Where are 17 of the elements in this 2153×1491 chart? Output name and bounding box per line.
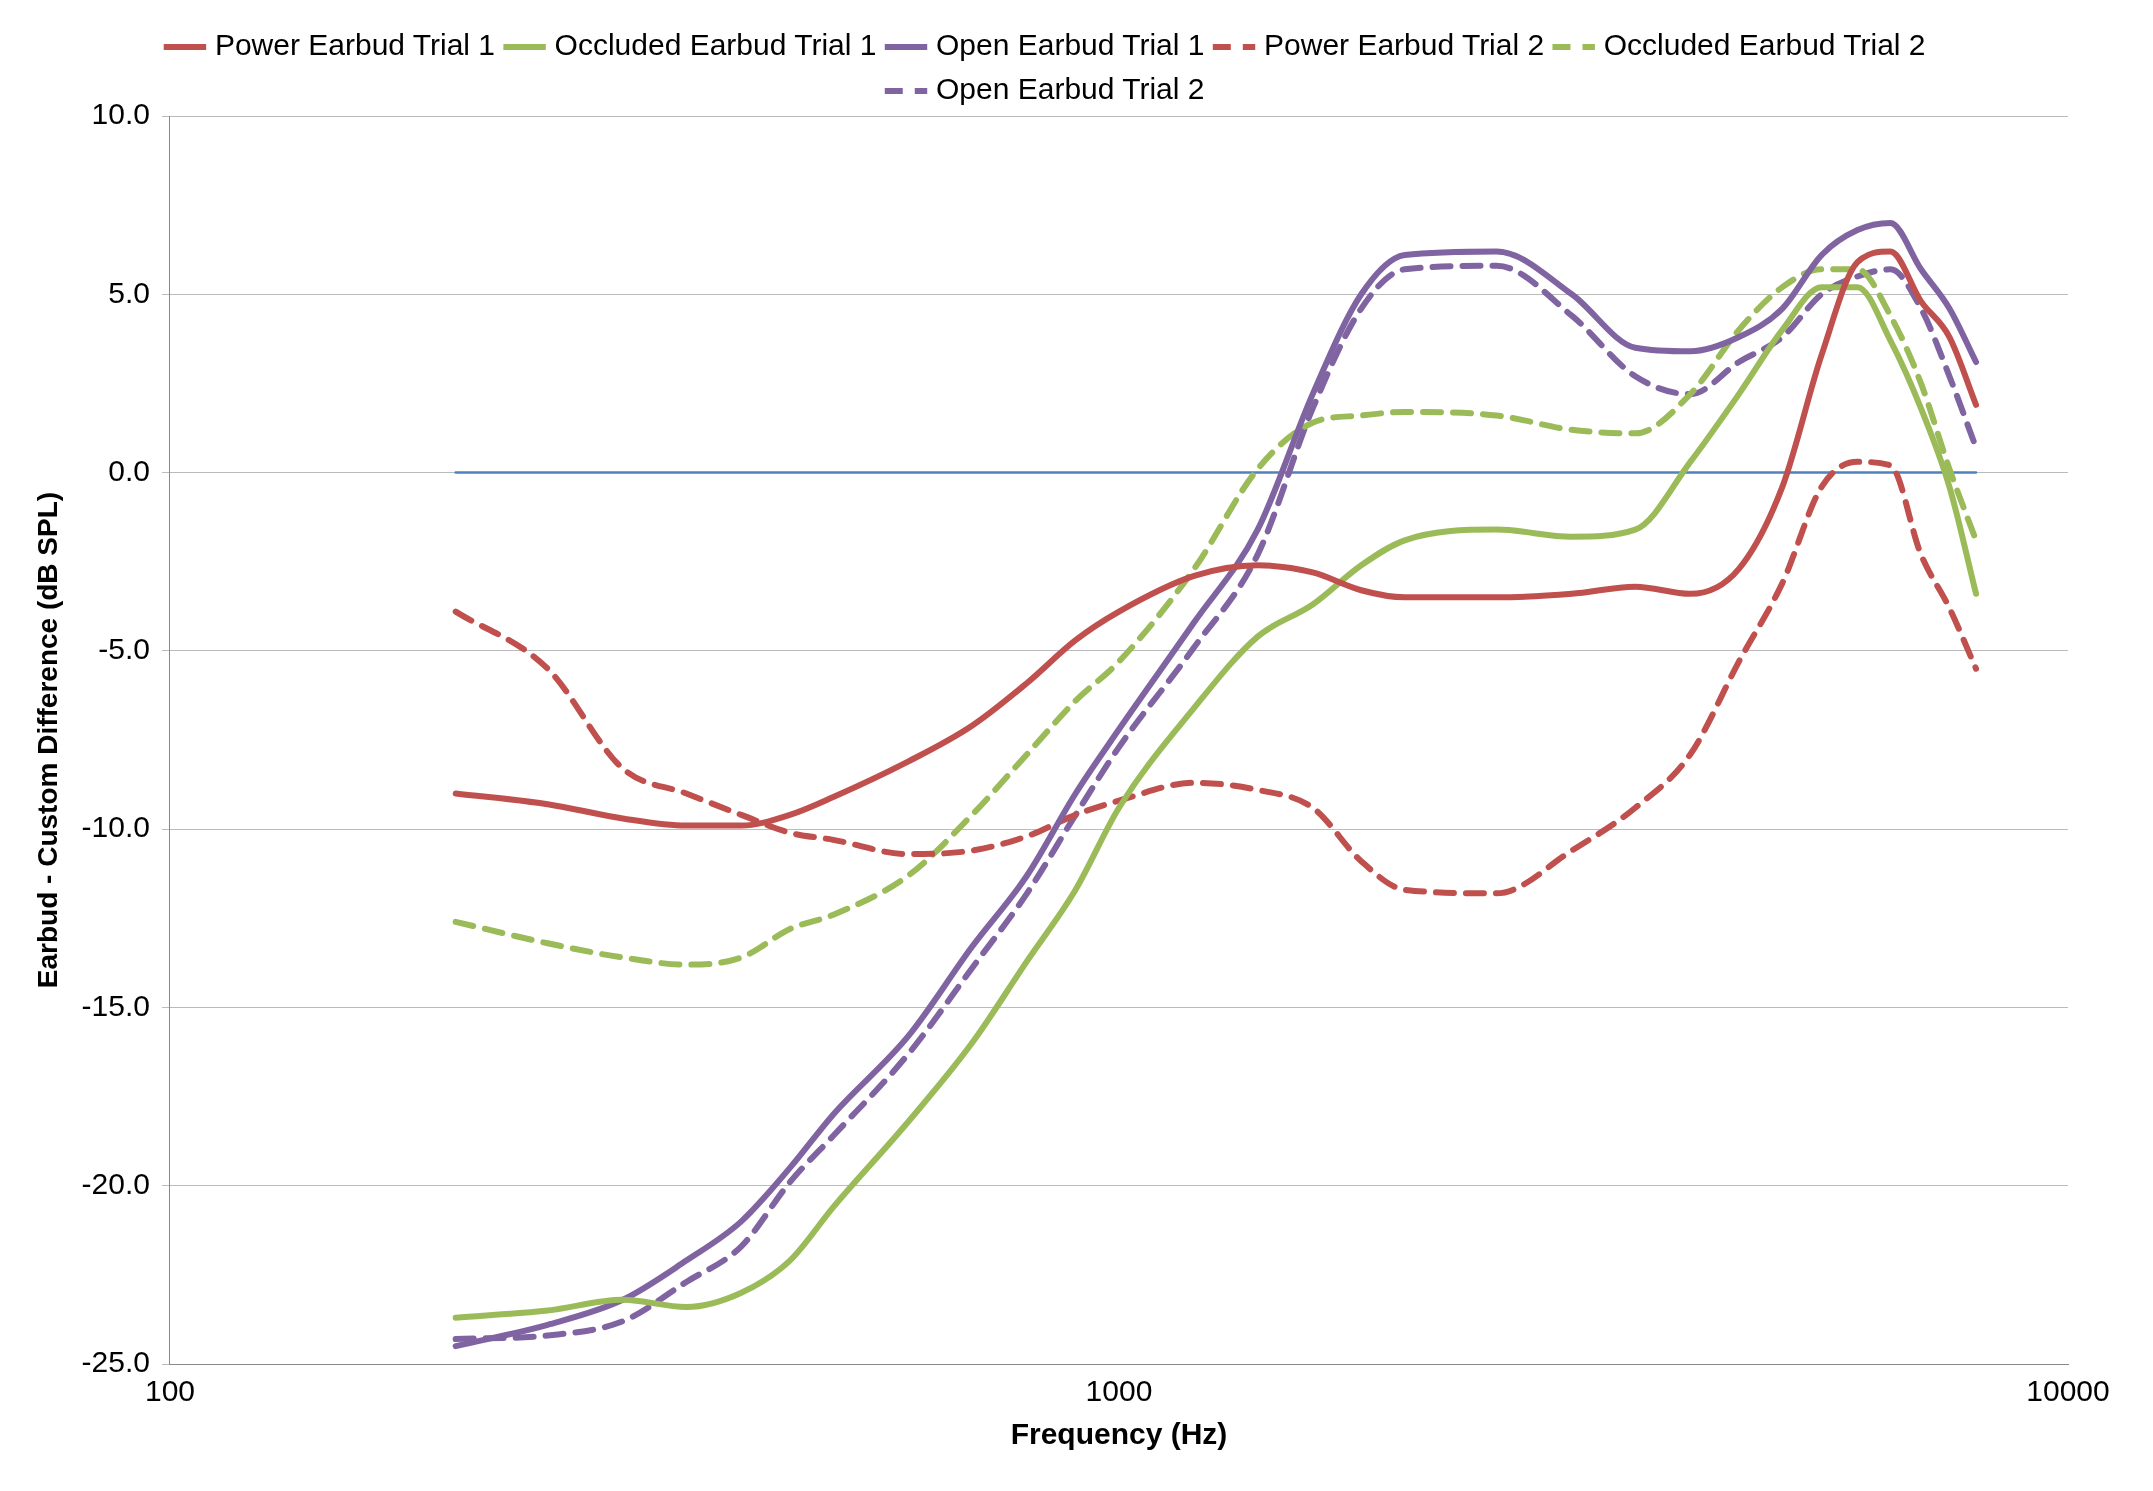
y-tick-label: -20.0 xyxy=(81,1166,150,1200)
y-axis-title: Earbud - Custom Difference (dB SPL) xyxy=(31,491,63,989)
legend-label: Power Earbud Trial 2 xyxy=(1264,28,1545,62)
legend-label: Open Earbud Trial 1 xyxy=(935,28,1205,62)
legend-label: Occluded Earbud Trial 2 xyxy=(1603,28,1926,62)
x-tick-label: 1000 xyxy=(1085,1374,1153,1408)
y-tick-label: -5.0 xyxy=(98,632,150,666)
y-tick-label: 5.0 xyxy=(108,275,150,309)
legend-label: Open Earbud Trial 2 xyxy=(935,72,1205,106)
y-tick-label: 10.0 xyxy=(91,97,150,131)
y-tick-label: -15.0 xyxy=(81,988,150,1022)
x-axis-title: Frequency (Hz) xyxy=(1010,1417,1228,1451)
x-tick-label: 10000 xyxy=(2026,1374,2110,1408)
legend-label: Power Earbud Trial 1 xyxy=(214,28,496,62)
legend-label: Occluded Earbud Trial 1 xyxy=(554,28,877,62)
y-tick-label: -10.0 xyxy=(81,810,150,844)
y-tick-label: 0.0 xyxy=(108,453,150,487)
